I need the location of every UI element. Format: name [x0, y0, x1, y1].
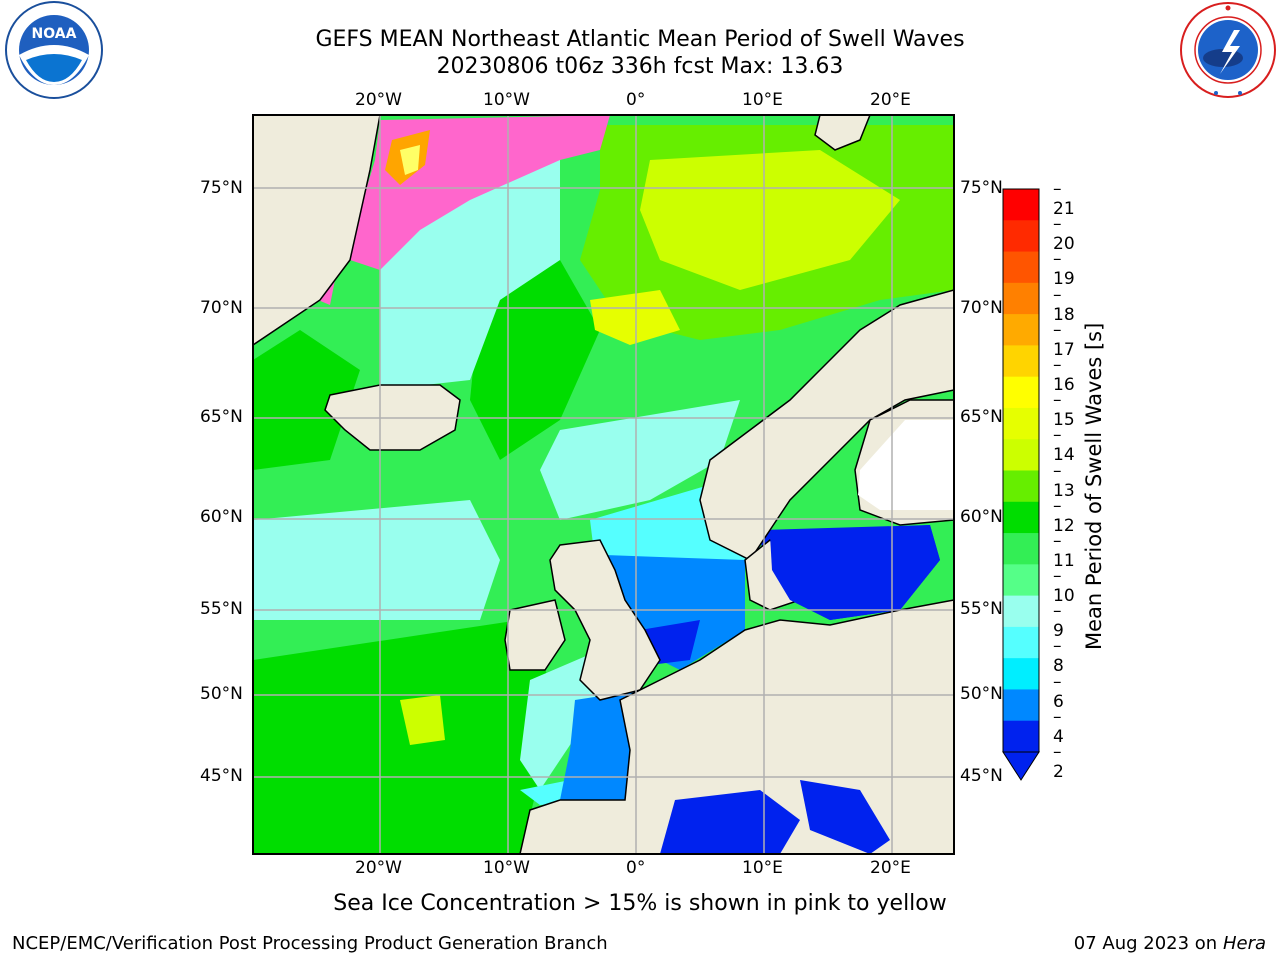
land-ireland: [504, 599, 566, 671]
colorbar-tick-label: – 18: [1053, 284, 1075, 325]
map-graticule: [253, 115, 954, 854]
run-date-text: 07 Aug 2023 on: [1073, 933, 1218, 954]
colorbar-tick-label: – 8: [1053, 636, 1064, 677]
lat-tick-left: 45°N: [200, 766, 243, 786]
swell-region-14s-north: [590, 290, 680, 345]
swell-region-11s-west: [253, 330, 360, 470]
swell-region-13s-north: [640, 150, 900, 290]
colorbar-swatch: [1003, 626, 1039, 659]
lat-tick-left: 50°N: [200, 684, 243, 704]
lon-tick-top: 20°E: [870, 90, 911, 110]
baltic-sea: [770, 525, 940, 620]
lon-tick-bottom: 10°W: [483, 858, 530, 878]
colorbar-swatch: [1003, 595, 1039, 628]
lat-tick-right: 60°N: [960, 507, 1003, 527]
lon-tick-bottom: 0°: [626, 858, 646, 878]
lat-tick-right: 55°N: [960, 599, 1003, 619]
lat-tick-left: 75°N: [200, 178, 243, 198]
nws-logo: [1176, 0, 1280, 100]
colorbar-tick-label: – 9: [1053, 601, 1064, 642]
lon-tick-top: 10°E: [742, 90, 783, 110]
colorbar-swatch: [1003, 345, 1039, 378]
lat-tick-right: 75°N: [960, 178, 1003, 198]
colorbar-swatch: [1003, 376, 1039, 409]
colorbar-swatch: [1003, 501, 1039, 534]
colorbar-tick-label: – 4: [1053, 706, 1064, 747]
swell-region-9s-atlantic: [253, 500, 500, 620]
colorbar-swatch: [1003, 689, 1039, 722]
colorbar-swatch: [1003, 189, 1039, 221]
colorbar-tick-label: – 2: [1053, 742, 1064, 782]
mediterranean-west: [660, 790, 800, 854]
colorbar-swatch: [1003, 220, 1039, 253]
lat-tick-left: 55°N: [200, 599, 243, 619]
credit-text: NCEP/EMC/Verification Post Processing Pr…: [12, 933, 608, 954]
colorbar-swatch: [1003, 251, 1039, 284]
lon-tick-bottom: 20°W: [355, 858, 402, 878]
colorbar-extend-min: [1002, 751, 1040, 781]
swell-region-13s-biscay: [400, 695, 445, 745]
land-gulf-bothnia-ice: [858, 420, 954, 510]
lat-tick-right: 70°N: [960, 298, 1003, 318]
lat-tick-left: 70°N: [200, 298, 243, 318]
map-title: GEFS MEAN Northeast Atlantic Mean Period…: [315, 27, 965, 52]
colorbar-swatch: [1003, 407, 1039, 440]
colorbar-tick-label: – 15: [1053, 390, 1075, 431]
colorbar-title: Mean Period of Swell Waves [s]: [1082, 322, 1106, 650]
noaa-logo: NOAA: [4, 0, 104, 100]
noaa-logo-text: NOAA: [32, 26, 77, 42]
colorbar-tick-label: – 11: [1053, 530, 1075, 571]
colorbar-swatch: [1003, 564, 1039, 597]
colorbar-tick-label: – 21: [1053, 179, 1075, 219]
lon-tick-bottom: 10°E: [742, 858, 783, 878]
colorbar-tick-label: – 19: [1053, 249, 1075, 290]
colorbar-swatch: [1003, 720, 1039, 753]
colorbar-swatch: [1003, 282, 1039, 315]
map-subtitle: 20230806 t06z 336h fcst Max: 13.63: [436, 54, 844, 79]
colorbar-swatch: [1003, 314, 1039, 346]
colorbar-tick-label: – 6: [1053, 671, 1064, 712]
colorbar-frame: [1002, 188, 1040, 753]
land-svalbard: [814, 115, 871, 151]
run-date: 07 Aug 2023 on Hera: [1074, 933, 1266, 954]
colorbar-tick-label: – 16: [1053, 354, 1075, 395]
swell-region-9s-norway-coast: [540, 400, 740, 520]
colorbar-swatch: [1003, 439, 1039, 471]
sea-ice-yellow: [400, 145, 420, 175]
lon-tick-top: 20°W: [355, 90, 402, 110]
lat-tick-left: 65°N: [200, 407, 243, 427]
sea-ice-caption: Sea Ice Concentration > 15% is shown in …: [333, 891, 947, 916]
land-greenland: [253, 115, 381, 346]
swell-region-11s-central: [470, 260, 600, 460]
lat-tick-right: 50°N: [960, 684, 1003, 704]
colorbar: [1002, 188, 1040, 781]
colorbar-swatch: [1003, 658, 1039, 690]
adriatic-sea: [800, 780, 890, 854]
colorbar-swatch: [1003, 470, 1039, 503]
colorbar-tick-label: – 17: [1053, 319, 1075, 360]
lat-tick-left: 60°N: [200, 507, 243, 527]
colorbar-tick-label: – 13: [1053, 460, 1075, 501]
swell-region-9s-iberia: [520, 650, 600, 790]
lat-tick-right: 45°N: [960, 766, 1003, 786]
colorbar-tick-label: – 14: [1053, 425, 1075, 466]
colorbar-tick-label: – 20: [1053, 214, 1075, 255]
colorbar-swatch: [1003, 533, 1039, 565]
colorbar-tick-label: – 12: [1053, 495, 1075, 536]
lon-tick-top: 10°W: [483, 90, 530, 110]
lon-tick-top: 0°: [626, 90, 646, 110]
swell-region-3s-biscay: [560, 690, 640, 800]
machine-name: Hera: [1222, 933, 1266, 954]
colorbar-tick-label: – 10: [1053, 566, 1075, 607]
map-frame: [252, 114, 955, 855]
lon-tick-bottom: 20°E: [870, 858, 911, 878]
lat-tick-right: 65°N: [960, 407, 1003, 427]
swell-region-11s-southwest: [253, 620, 560, 854]
